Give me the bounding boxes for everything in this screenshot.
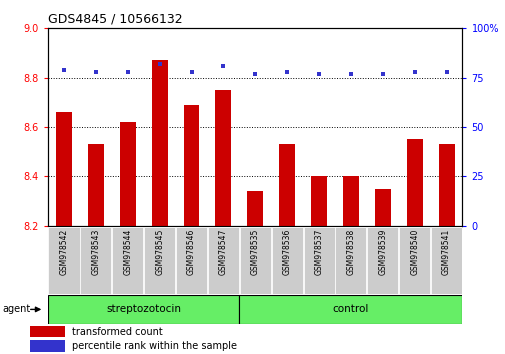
Bar bbox=[144, 227, 175, 294]
Point bbox=[315, 71, 323, 76]
Text: GSM978542: GSM978542 bbox=[60, 229, 68, 275]
Text: GSM978545: GSM978545 bbox=[155, 229, 164, 275]
Text: GSM978536: GSM978536 bbox=[282, 229, 291, 275]
Bar bbox=[80, 227, 111, 294]
Bar bbox=[56, 112, 72, 226]
Text: GDS4845 / 10566132: GDS4845 / 10566132 bbox=[48, 13, 182, 26]
Bar bbox=[438, 144, 453, 226]
Text: GSM978547: GSM978547 bbox=[219, 229, 227, 275]
Text: GSM978537: GSM978537 bbox=[314, 229, 323, 275]
Bar bbox=[183, 105, 199, 226]
Text: control: control bbox=[332, 304, 368, 314]
Point bbox=[187, 69, 195, 75]
Bar bbox=[239, 295, 462, 324]
Point bbox=[60, 67, 68, 73]
Bar bbox=[335, 227, 366, 294]
Bar bbox=[152, 61, 167, 226]
Bar bbox=[303, 227, 334, 294]
Bar bbox=[30, 340, 65, 352]
Bar bbox=[112, 227, 143, 294]
Bar bbox=[239, 227, 270, 294]
Point bbox=[123, 69, 131, 75]
Point bbox=[219, 63, 227, 69]
Point bbox=[156, 61, 164, 67]
Bar bbox=[279, 144, 294, 226]
Bar bbox=[398, 227, 429, 294]
Bar bbox=[120, 122, 135, 226]
Bar bbox=[247, 191, 263, 226]
Bar bbox=[271, 227, 302, 294]
Bar bbox=[311, 176, 326, 226]
Point bbox=[410, 69, 418, 75]
Text: GSM978543: GSM978543 bbox=[91, 229, 100, 275]
Text: GSM978535: GSM978535 bbox=[250, 229, 259, 275]
Text: GSM978541: GSM978541 bbox=[441, 229, 450, 275]
Bar bbox=[88, 144, 104, 226]
Text: GSM978546: GSM978546 bbox=[187, 229, 195, 275]
Bar bbox=[406, 139, 422, 226]
Point bbox=[346, 71, 355, 76]
Point bbox=[283, 69, 291, 75]
Text: GSM978544: GSM978544 bbox=[123, 229, 132, 275]
Text: GSM978538: GSM978538 bbox=[346, 229, 355, 275]
Point bbox=[441, 69, 450, 75]
Text: transformed count: transformed count bbox=[71, 327, 162, 337]
Text: agent: agent bbox=[3, 304, 31, 314]
Bar bbox=[30, 326, 65, 337]
Bar bbox=[208, 227, 238, 294]
Bar bbox=[367, 227, 397, 294]
Bar bbox=[215, 90, 231, 226]
Bar bbox=[430, 227, 461, 294]
Point bbox=[92, 69, 100, 75]
Bar bbox=[374, 189, 390, 226]
Bar bbox=[176, 227, 207, 294]
Text: GSM978540: GSM978540 bbox=[410, 229, 418, 275]
Text: percentile rank within the sample: percentile rank within the sample bbox=[71, 341, 236, 351]
Bar bbox=[48, 227, 79, 294]
Text: GSM978539: GSM978539 bbox=[378, 229, 386, 275]
Text: streptozotocin: streptozotocin bbox=[106, 304, 181, 314]
Point bbox=[378, 71, 386, 76]
Bar bbox=[48, 295, 239, 324]
Bar bbox=[342, 176, 358, 226]
Point bbox=[251, 71, 259, 76]
